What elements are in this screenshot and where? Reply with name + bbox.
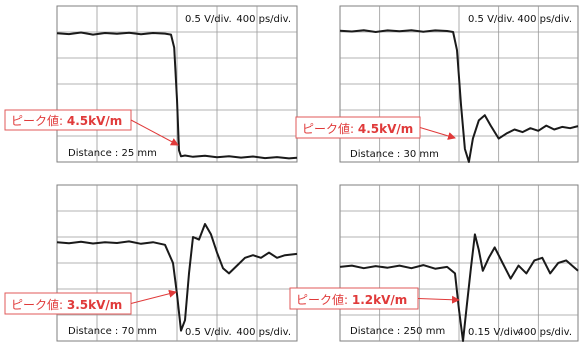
peak-label-text: ピーク値: [11, 297, 67, 312]
peak-callout-label: ピーク値: 3.5kV/m [11, 297, 122, 312]
callout-arrow [419, 127, 456, 140]
time-per-div-label: 400 ps/div. [236, 327, 291, 338]
scope-panel-2: 0.5 V/div. 400 ps/div. Distance : 30 mm ピーク… [295, 5, 579, 163]
scope-panel-3: 0.5 V/div. 400 ps/div. Distance : 70 mm ピーク… [4, 184, 298, 342]
distance-label: Distance : 70 mm [68, 326, 157, 337]
distance-label: Distance : 25 mm [68, 148, 157, 159]
scope-panel-4: 0.15 V/div.400 ps/div. Distance : 250 mm ピ… [289, 184, 579, 342]
peak-callout-label: ピーク値: 4.5kV/m [302, 121, 413, 136]
peak-value-text: 4.5kV/m [67, 114, 122, 128]
waveform-trace [339, 29, 579, 163]
time-per-div-label: 400 ps/div. [517, 327, 572, 338]
volts-per-div-label: 0.15 V/div. [468, 327, 521, 338]
scope-panel-1: 0.5 V/div. 400 ps/div. Distance : 25 mm ピーク… [4, 5, 298, 163]
distance-label: Distance : 250 mm [350, 326, 445, 337]
volts-per-div-label: 0.5 V/div. [185, 14, 232, 25]
peak-value-text: 4.5kV/m [358, 122, 413, 136]
peak-label-text: ピーク値: [302, 121, 358, 136]
volts-per-div-label: 0.5 V/div. [468, 14, 515, 25]
peak-callout-label: ピーク値: 1.2kV/m [296, 292, 407, 307]
time-per-div-label: 400 ps/div. [236, 14, 291, 25]
volts-per-div-label: 0.5 V/div. [185, 327, 232, 338]
callout-arrow [130, 119, 179, 146]
callout-arrow [417, 295, 460, 304]
callout-arrow [130, 289, 177, 304]
time-per-div-label: 400 ps/div. [517, 14, 572, 25]
waveform-trace [339, 233, 579, 342]
peak-value-text: 3.5kV/m [67, 298, 122, 312]
peak-callout-label: ピーク値: 4.5kV/m [11, 113, 122, 128]
waveform-trace [56, 31, 298, 160]
waveform-trace [56, 223, 298, 332]
distance-label: Distance : 30 mm [350, 149, 439, 160]
peak-label-text: ピーク値: [296, 292, 352, 307]
peak-value-text: 1.2kV/m [352, 293, 407, 307]
peak-label-text: ピーク値: [11, 113, 67, 128]
